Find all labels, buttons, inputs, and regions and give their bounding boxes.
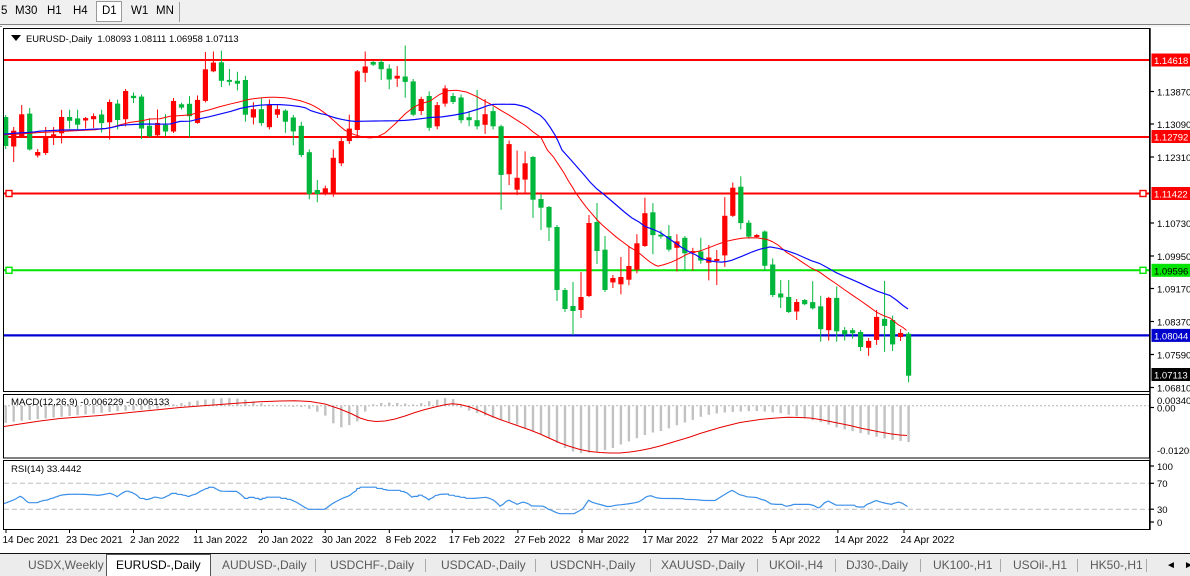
svg-text:1.07590: 1.07590 <box>1157 351 1190 362</box>
svg-text:1.09950: 1.09950 <box>1157 252 1190 263</box>
svg-text:1.12310: 1.12310 <box>1157 153 1190 164</box>
svg-text:17 Feb 2022: 17 Feb 2022 <box>449 535 506 546</box>
svg-text:14 Dec 2021: 14 Dec 2021 <box>3 535 60 546</box>
svg-text:1.08044: 1.08044 <box>1154 331 1188 342</box>
svg-text:1.06810: 1.06810 <box>1157 384 1190 395</box>
svg-text:1.13870: 1.13870 <box>1157 88 1190 99</box>
svg-text:24 Apr 2022: 24 Apr 2022 <box>901 535 955 546</box>
svg-text:5 Apr 2022: 5 Apr 2022 <box>772 535 821 546</box>
svg-text:17 Mar 2022: 17 Mar 2022 <box>642 535 699 546</box>
svg-text:27 Mar 2022: 27 Mar 2022 <box>707 535 764 546</box>
svg-text:2 Jan 2022: 2 Jan 2022 <box>130 535 180 546</box>
svg-text:27 Feb 2022: 27 Feb 2022 <box>514 535 571 546</box>
svg-text:8 Mar 2022: 8 Mar 2022 <box>579 535 630 546</box>
svg-text:100: 100 <box>1157 462 1173 473</box>
svg-text:1.14618: 1.14618 <box>1154 56 1188 67</box>
svg-text:0.00: 0.00 <box>1157 404 1176 415</box>
svg-text:1.07113: 1.07113 <box>1154 371 1188 382</box>
svg-text:MACD(12,26,9) -0.006229 -0.006: MACD(12,26,9) -0.006229 -0.006133 <box>11 397 169 408</box>
svg-text:1.12792: 1.12792 <box>1154 133 1188 144</box>
svg-text:30: 30 <box>1157 505 1168 516</box>
svg-text:30 Jan 2022: 30 Jan 2022 <box>322 535 377 546</box>
svg-text:1.10730: 1.10730 <box>1157 219 1190 230</box>
svg-text:20 Jan 2022: 20 Jan 2022 <box>258 535 313 546</box>
svg-text:0: 0 <box>1157 518 1162 529</box>
svg-text:EURUSD-,Daily 1.08093 1.08111: EURUSD-,Daily 1.08093 1.08111 1.06958 1.… <box>26 33 239 44</box>
svg-text:-0.01205: -0.01205 <box>1157 446 1190 457</box>
svg-text:1.09170: 1.09170 <box>1157 285 1190 296</box>
svg-text:1.08370: 1.08370 <box>1157 318 1190 329</box>
svg-text:RSI(14) 33.4442: RSI(14) 33.4442 <box>11 464 81 475</box>
svg-text:14 Apr 2022: 14 Apr 2022 <box>834 535 888 546</box>
svg-text:23 Dec 2021: 23 Dec 2021 <box>66 535 123 546</box>
svg-text:70: 70 <box>1157 479 1168 490</box>
svg-text:1.09596: 1.09596 <box>1154 266 1188 277</box>
svg-text:1.11422: 1.11422 <box>1154 190 1188 201</box>
svg-text:0.003408: 0.003408 <box>1157 396 1190 407</box>
svg-text:11 Jan 2022: 11 Jan 2022 <box>193 535 248 546</box>
svg-text:1.13090: 1.13090 <box>1157 120 1190 131</box>
svg-text:8 Feb 2022: 8 Feb 2022 <box>386 535 437 546</box>
